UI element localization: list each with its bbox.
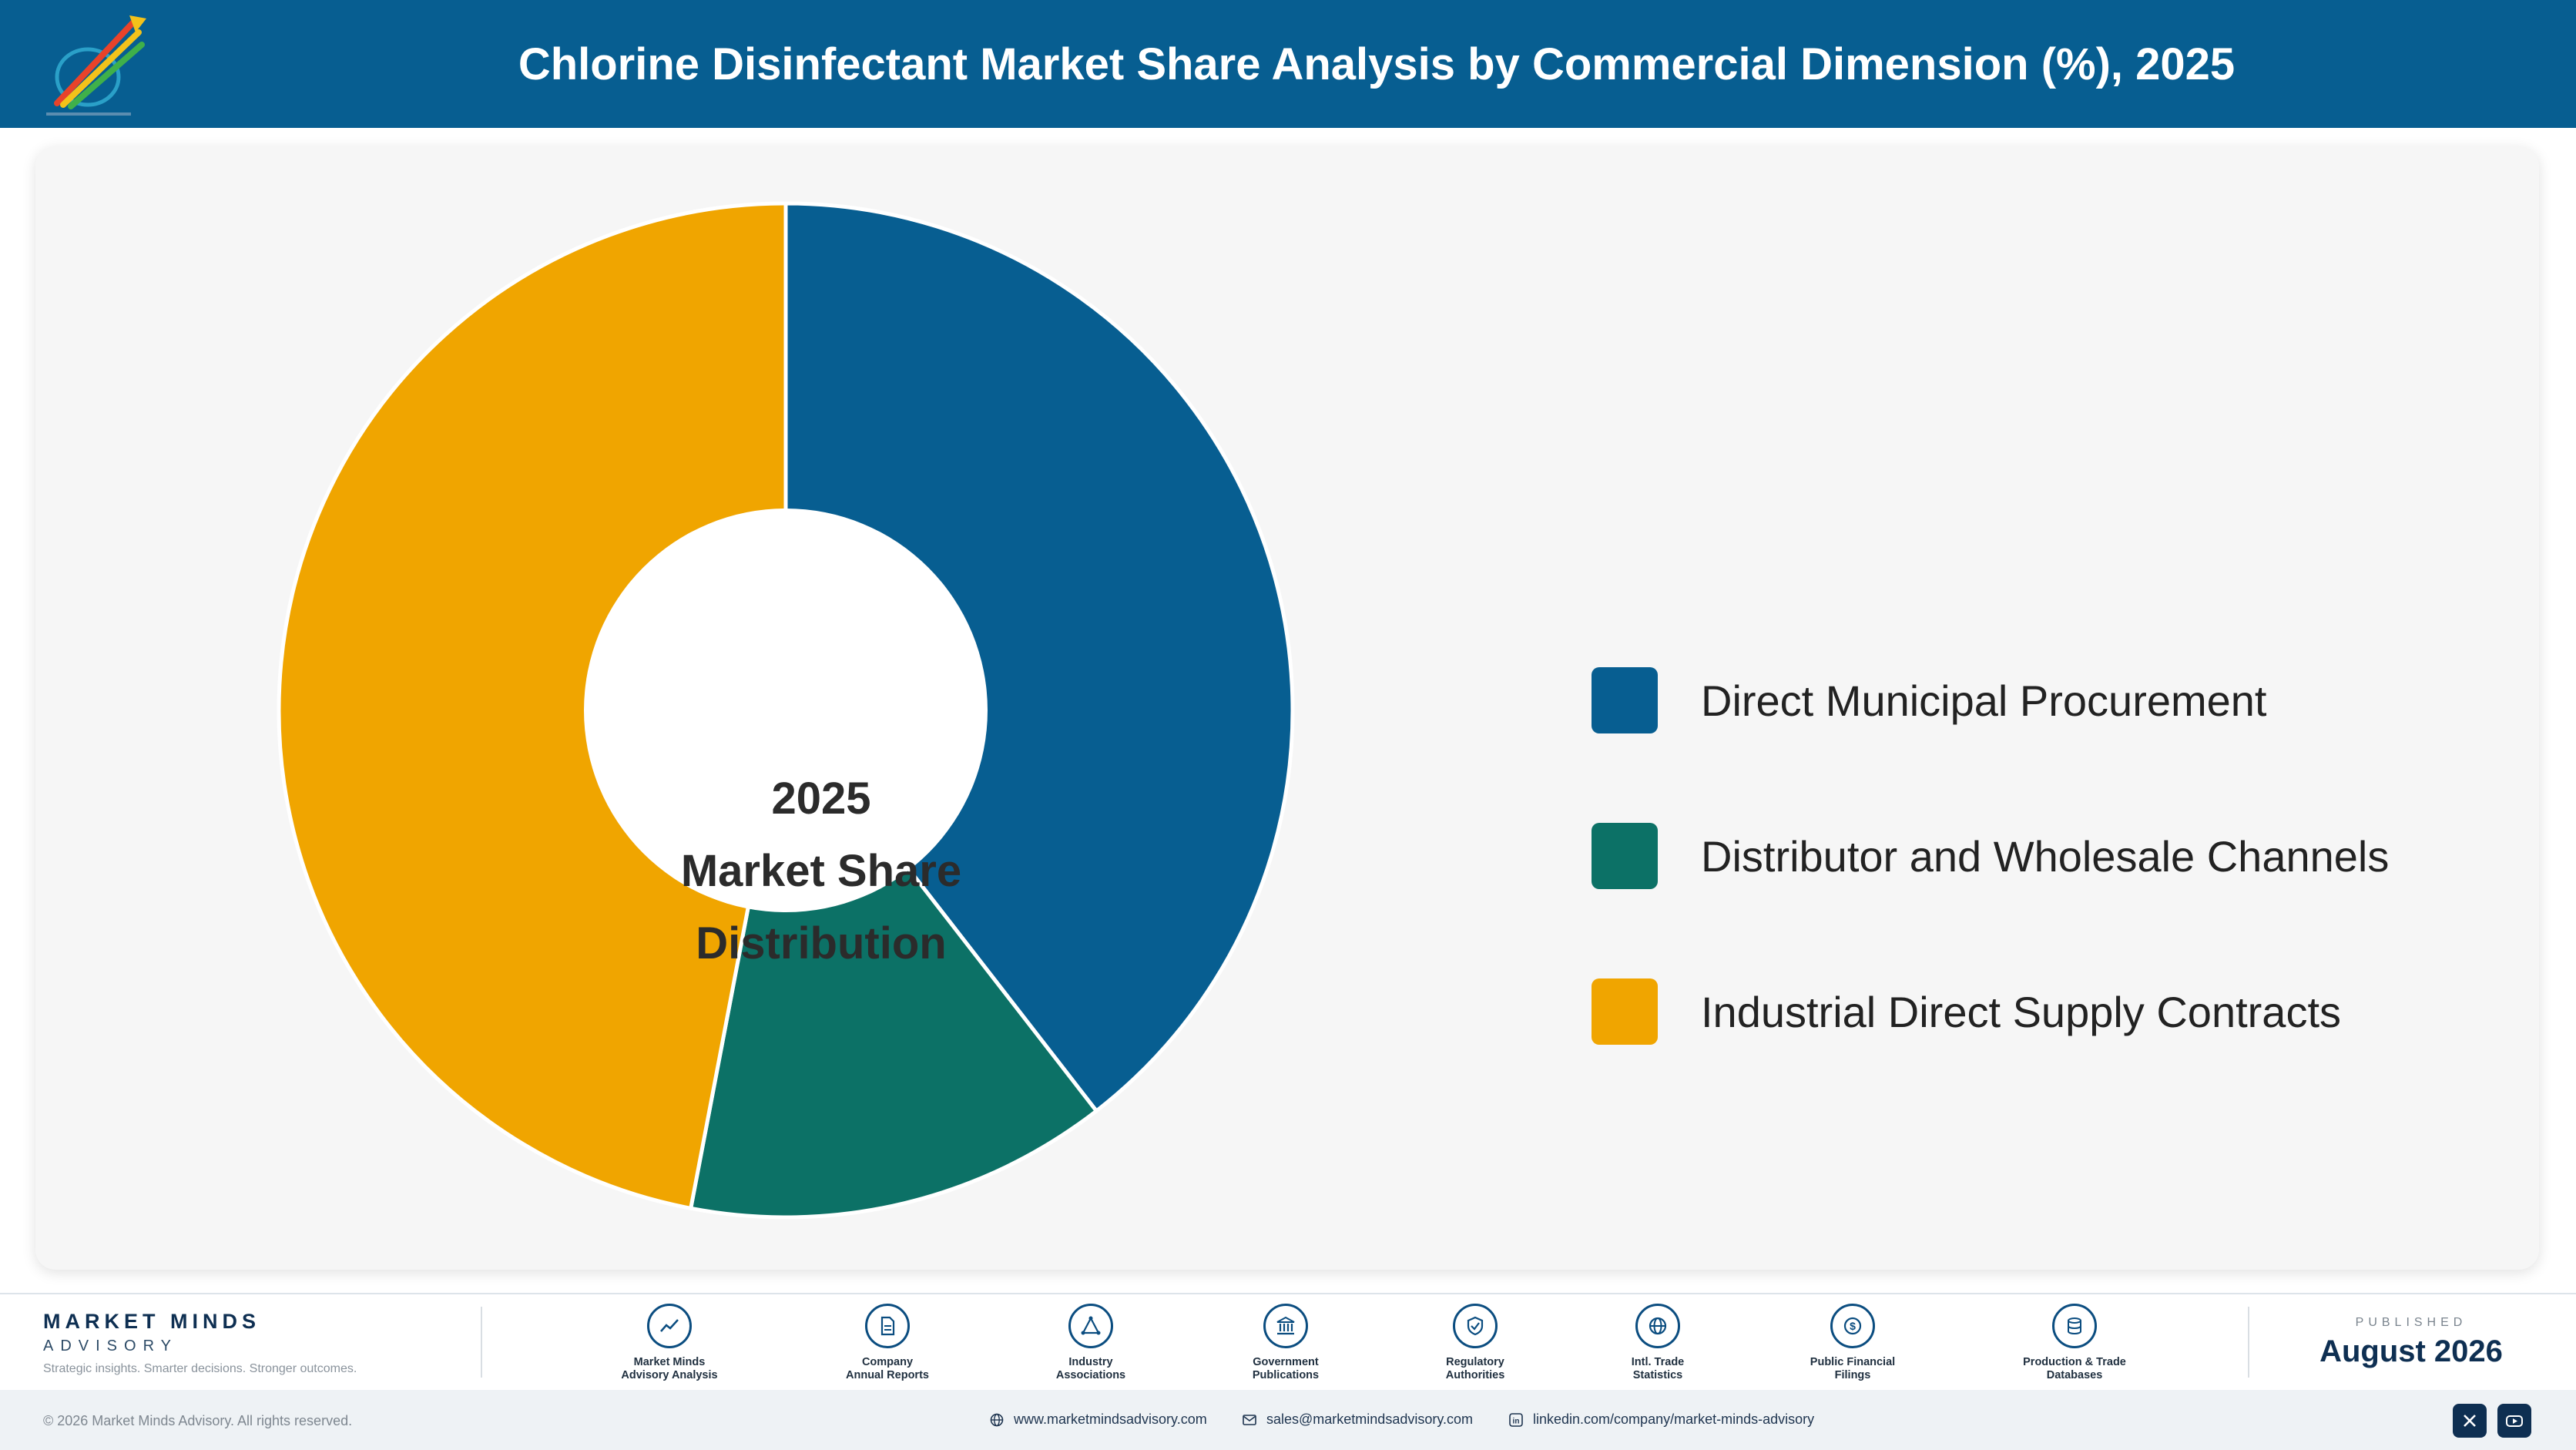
brand-tagline: Strategic insights. Smarter decisions. S…	[43, 1362, 357, 1375]
source-market-minds-analysis: Market Minds Advisory Analysis	[585, 1304, 754, 1382]
source-government-publications: Government Publications	[1201, 1304, 1370, 1382]
brand-subtitle: ADVISORY	[43, 1338, 178, 1354]
source-regulatory-authorities: Regulatory Authorities	[1390, 1304, 1560, 1382]
chart-panel: 2025 Market Share Distribution Direct Mu…	[35, 146, 2539, 1270]
source-industry-associations: Industry Associations	[1006, 1304, 1176, 1382]
bottom-bar: © 2026 Market Minds Advisory. All rights…	[0, 1390, 2576, 1450]
legend-swatch	[1592, 667, 1658, 733]
brand-name: MARKET MINDS	[43, 1310, 260, 1333]
website-link[interactable]: www.marketmindsadvisory.com	[989, 1411, 1207, 1428]
donut-chart	[277, 201, 1295, 1220]
source-label: Production & Trade Databases	[2023, 1356, 2126, 1381]
svg-text:in: in	[1513, 1417, 1520, 1425]
government-building-icon	[1263, 1304, 1308, 1348]
source-public-financial-filings: $ Public Financial Filings	[1768, 1304, 1937, 1382]
center-label-year: 2025	[771, 774, 871, 824]
legend-item-industrial-direct: Industrial Direct Supply Contracts	[1592, 978, 2389, 1045]
x-icon[interactable]	[2453, 1404, 2487, 1438]
source-company-reports: Company Annual Reports	[803, 1304, 972, 1382]
donut-hole	[584, 509, 988, 912]
legend-item-direct-municipal: Direct Municipal Procurement	[1592, 667, 2389, 733]
globe-icon	[1635, 1304, 1680, 1348]
footer-divider-left	[481, 1307, 482, 1378]
website-text[interactable]: www.marketmindsadvisory.com	[1014, 1411, 1207, 1427]
source-production-trade-databases: Production & Trade Databases	[1990, 1304, 2159, 1382]
document-icon	[865, 1304, 910, 1348]
legend-swatch	[1592, 978, 1658, 1045]
page-title: Chlorine Disinfectant Market Share Analy…	[518, 39, 2236, 89]
published-label: PUBLISHED	[2355, 1316, 2467, 1329]
chart-legend: Direct Municipal Procurement Distributor…	[1592, 667, 2389, 1134]
donut-slice-industrial-direct	[277, 201, 788, 1210]
source-label: Market Minds Advisory Analysis	[621, 1356, 718, 1381]
linkedin-link[interactable]: in linkedin.com/company/market-minds-adv…	[1508, 1411, 1814, 1428]
globe-icon	[990, 1413, 1004, 1426]
legend-swatch	[1592, 823, 1658, 889]
source-label: Company Annual Reports	[846, 1356, 929, 1381]
legend-label: Industrial Direct Supply Contracts	[1701, 987, 2342, 1036]
footer-divider	[0, 1293, 2576, 1294]
legend-label: Distributor and Wholesale Channels	[1701, 831, 2390, 881]
center-label-line2: Market Share	[680, 846, 962, 896]
shield-check-icon	[1453, 1304, 1498, 1348]
header-bar: Chlorine Disinfectant Market Share Analy…	[0, 0, 2576, 128]
legend-item-distributor-wholesale: Distributor and Wholesale Channels	[1592, 823, 2389, 889]
network-icon	[1068, 1304, 1113, 1348]
center-label-line3: Distribution	[696, 918, 947, 968]
trend-line-icon	[647, 1304, 692, 1348]
svg-text:$: $	[1850, 1320, 1856, 1332]
linkedin-text[interactable]: linkedin.com/company/market-minds-adviso…	[1533, 1411, 1815, 1427]
source-label: Government Publications	[1252, 1356, 1320, 1381]
email-link[interactable]: sales@marketmindsadvisory.com	[1242, 1411, 1473, 1428]
source-label: Regulatory Authorities	[1445, 1356, 1505, 1381]
source-intl-trade-statistics: Intl. Trade Statistics	[1573, 1304, 1742, 1382]
linkedin-icon: in	[1509, 1412, 1523, 1427]
source-label: Industry Associations	[1055, 1356, 1126, 1381]
database-icon	[2052, 1304, 2097, 1348]
mail-icon	[1243, 1414, 1256, 1425]
copyright-text: © 2026 Market Minds Advisory. All rights…	[43, 1413, 353, 1428]
market-minds-logo	[46, 15, 146, 116]
dollar-coin-icon: $	[1830, 1304, 1875, 1348]
legend-label: Direct Municipal Procurement	[1701, 676, 2267, 725]
email-text[interactable]: sales@marketmindsadvisory.com	[1266, 1411, 1474, 1427]
footer: MARKET MINDS ADVISORY Strategic insights…	[0, 1294, 2576, 1390]
source-label: Public Financial Filings	[1810, 1356, 1896, 1381]
donut-center-label: 2025 Market Share Distribution	[621, 763, 1021, 980]
donut-slice-direct-municipal	[783, 201, 1295, 1113]
published-date: August 2026	[2319, 1334, 2503, 1368]
footer-divider-right	[2248, 1307, 2249, 1378]
youtube-icon[interactable]	[2497, 1404, 2531, 1438]
source-label: Intl. Trade Statistics	[1631, 1356, 1685, 1381]
